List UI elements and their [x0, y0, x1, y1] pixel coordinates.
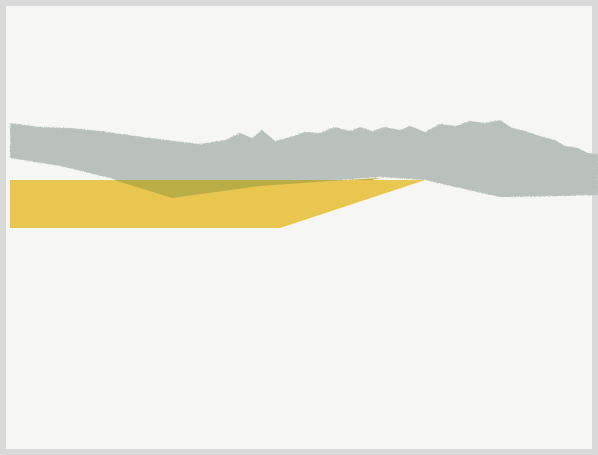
yellow-shape: [10, 180, 425, 228]
olive-overlap: [114, 178, 380, 198]
gray-torn-shape: [10, 120, 598, 198]
